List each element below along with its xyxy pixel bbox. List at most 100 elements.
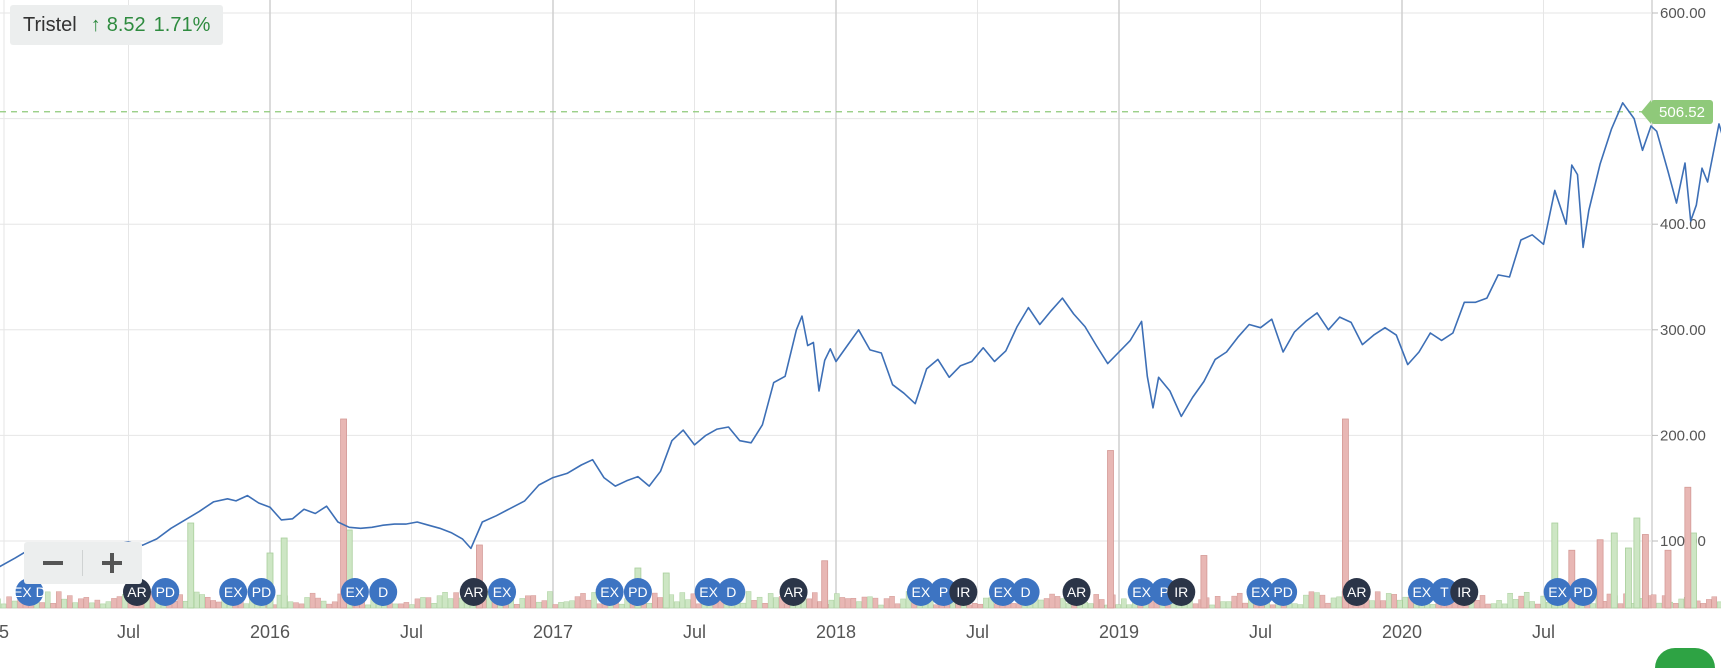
volume-bar-down bbox=[1107, 450, 1114, 609]
event-marker-label: EX bbox=[994, 584, 1013, 600]
event-marker bbox=[717, 578, 746, 606]
volume-bar bbox=[1656, 602, 1662, 609]
volume-bar bbox=[1038, 599, 1044, 609]
volume-bar bbox=[1700, 603, 1707, 609]
event-marker bbox=[779, 578, 808, 606]
event-marker bbox=[247, 578, 276, 606]
y-tick-label: 600.00 bbox=[1660, 5, 1706, 22]
volume-bar-down bbox=[1568, 549, 1576, 609]
volume-bar bbox=[1540, 595, 1546, 609]
volume-bar bbox=[1512, 599, 1519, 609]
volume-bar bbox=[867, 596, 873, 609]
y-tick-label: 400.00 bbox=[1660, 216, 1706, 233]
volume-bar bbox=[403, 602, 410, 609]
y-tick-label: 300.00 bbox=[1660, 322, 1706, 339]
volume-bar bbox=[298, 603, 305, 609]
volume-bar bbox=[398, 603, 404, 609]
volume-bar bbox=[685, 599, 691, 609]
volume-bar bbox=[1297, 604, 1304, 609]
volume-bar bbox=[889, 596, 895, 609]
volume-bar-up bbox=[1633, 517, 1641, 609]
up-arrow-icon: ↑ bbox=[90, 13, 101, 36]
event-marker-label: EX bbox=[912, 584, 931, 600]
volume-bar bbox=[812, 592, 818, 609]
event-marker bbox=[1543, 578, 1572, 606]
volume-bar bbox=[442, 592, 448, 609]
volume-bar bbox=[983, 597, 989, 609]
event-marker bbox=[929, 578, 958, 606]
volume-bar bbox=[309, 592, 316, 609]
volume-bar bbox=[1319, 594, 1326, 609]
y-tick-label: 200.00 bbox=[1660, 427, 1706, 444]
event-marker bbox=[1127, 578, 1156, 606]
volume-bar-up bbox=[187, 522, 195, 609]
volume-bar bbox=[1717, 601, 1721, 609]
volume-bar bbox=[177, 594, 183, 609]
minus-icon bbox=[43, 561, 63, 565]
event-marker-label: D bbox=[1021, 584, 1031, 600]
volume-bar bbox=[977, 603, 984, 609]
volume-bar bbox=[563, 601, 570, 609]
volume-bar bbox=[83, 597, 90, 609]
volume-bar-up bbox=[1690, 532, 1697, 609]
volume-bar bbox=[431, 603, 437, 609]
event-marker-label: PD bbox=[252, 584, 271, 600]
x-tick-label: Jul bbox=[1532, 622, 1555, 642]
volume-bar bbox=[1308, 591, 1315, 609]
volume-bar bbox=[514, 604, 520, 609]
volume-bar bbox=[674, 601, 680, 609]
event-marker bbox=[1569, 578, 1598, 606]
x-tick-label: Jul bbox=[966, 622, 989, 642]
volume-bar bbox=[1043, 598, 1050, 609]
volume-bar bbox=[1617, 603, 1624, 609]
volume-bar bbox=[304, 597, 310, 609]
volume-bar bbox=[547, 591, 553, 609]
volume-bar bbox=[315, 597, 321, 609]
legend-series-name: Tristel bbox=[23, 13, 77, 36]
zoom-out-button[interactable] bbox=[24, 542, 82, 584]
volume-bar bbox=[392, 603, 399, 609]
x-tick-label: Jul bbox=[1249, 622, 1272, 642]
event-marker bbox=[151, 578, 180, 606]
volume-bar bbox=[1474, 599, 1480, 609]
volume-bar bbox=[1374, 591, 1381, 609]
volume-bar bbox=[767, 593, 774, 609]
zoom-in-button[interactable] bbox=[83, 542, 141, 584]
volume-bar bbox=[756, 596, 763, 609]
volume-bar bbox=[425, 597, 432, 609]
volume-bar bbox=[11, 600, 18, 609]
volume-bar bbox=[1242, 602, 1248, 609]
volume-bar bbox=[243, 603, 250, 609]
event-marker-label: EX D bbox=[13, 584, 46, 600]
volume-bar bbox=[1430, 604, 1436, 609]
volume-bar bbox=[1115, 604, 1122, 609]
volume-bar bbox=[210, 600, 217, 609]
event-marker-label: AR bbox=[1067, 584, 1086, 600]
volume-bar bbox=[1093, 594, 1099, 609]
volume-bar-up bbox=[280, 537, 288, 609]
volume-bar bbox=[72, 602, 79, 609]
volume-bar bbox=[618, 603, 625, 609]
volume-bar-down bbox=[340, 418, 347, 609]
volume-bar bbox=[409, 604, 415, 609]
event-marker bbox=[15, 578, 44, 606]
volume-bar bbox=[365, 604, 371, 609]
event-marker-label: IR bbox=[1457, 584, 1471, 600]
volume-bar bbox=[591, 592, 597, 609]
volume-bar-down bbox=[1200, 555, 1208, 609]
volume-bar bbox=[740, 602, 746, 609]
volume-bar bbox=[1496, 600, 1502, 609]
volume-bar bbox=[1518, 595, 1524, 609]
volume-bar bbox=[1303, 594, 1309, 609]
floating-action-button[interactable] bbox=[1655, 648, 1715, 668]
volume-bar bbox=[1220, 601, 1226, 609]
volume-bar bbox=[558, 602, 564, 609]
volume-bar bbox=[596, 603, 603, 609]
volume-bar bbox=[1385, 593, 1392, 609]
event-marker-label: PD bbox=[628, 584, 647, 600]
event-marker-label: PD bbox=[1573, 584, 1592, 600]
volume-bar-up bbox=[1551, 522, 1559, 609]
volume-bar bbox=[933, 604, 939, 609]
volume-bar bbox=[878, 604, 884, 609]
